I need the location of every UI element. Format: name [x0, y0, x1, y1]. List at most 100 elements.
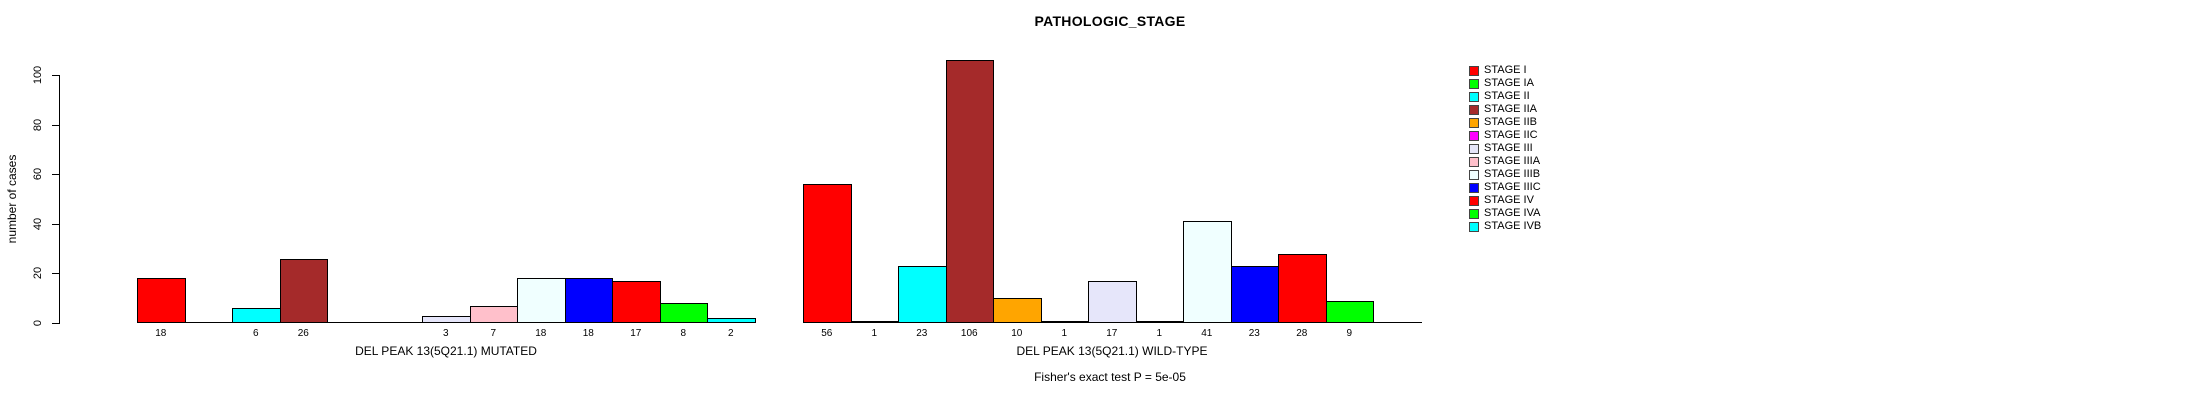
bar-value-label: 26	[297, 328, 309, 339]
bar-wild-type-stage-iib	[993, 298, 1042, 323]
bar-wild-type-stage-i	[803, 184, 852, 323]
bar-value-label: 41	[1201, 328, 1213, 339]
bar-wild-type-stage-iic	[1040, 320, 1089, 323]
y-axis-tick-label: 0	[32, 319, 44, 327]
legend-item-stage-ivb: STAGE IVB	[1469, 220, 1541, 233]
legend-color-swatch	[1469, 104, 1479, 115]
bar-mutated-stage-iic-zero	[374, 322, 423, 323]
bar-mutated-stage-ivb	[707, 318, 756, 323]
bar-value-label: 1	[1156, 328, 1163, 339]
bar-value-label: 18	[582, 328, 594, 339]
legend-label: STAGE IIC	[1484, 129, 1538, 141]
bar-wild-type-stage-iva	[1325, 300, 1374, 323]
bar-value-label: 1	[1061, 328, 1068, 339]
bar-mutated-stage-ii	[232, 308, 281, 323]
bar-wild-type-stage-iiib	[1183, 221, 1232, 323]
bar-mutated-stage-iva	[659, 303, 708, 323]
y-axis-tick	[52, 124, 59, 126]
legend-item-stage-iic: STAGE IIC	[1469, 129, 1541, 142]
legend-item-stage-iiib: STAGE IIIB	[1469, 168, 1541, 181]
bar-value-label: 56	[821, 328, 833, 339]
bar-mutated-stage-iii	[422, 315, 471, 323]
legend-label: STAGE IIIB	[1484, 168, 1541, 180]
y-axis-tick	[52, 174, 59, 176]
legend-item-stage-iv: STAGE IV	[1469, 194, 1541, 207]
y-axis-tick-label: 80	[32, 118, 44, 131]
legend-color-swatch	[1469, 130, 1479, 141]
legend-color-swatch	[1469, 156, 1479, 167]
legend-color-swatch	[1469, 182, 1479, 193]
legend-label: STAGE IIA	[1484, 103, 1537, 115]
legend-item-stage-ia: STAGE IA	[1469, 77, 1541, 90]
y-axis-tick-label: 100	[32, 65, 44, 85]
legend-color-swatch	[1469, 78, 1479, 89]
bar-value-label: 23	[916, 328, 928, 339]
legend-color-swatch	[1469, 195, 1479, 206]
bar-wild-type-stage-iiic	[1230, 265, 1279, 323]
legend-label: STAGE IA	[1484, 77, 1534, 89]
bar-value-label: 28	[1296, 328, 1308, 339]
bar-value-label: 17	[1106, 328, 1118, 339]
legend-label: STAGE IVA	[1484, 207, 1541, 219]
y-axis-tick-label: 60	[32, 168, 44, 181]
legend-label: STAGE IIIA	[1484, 155, 1541, 167]
bar-value-label: 8	[680, 328, 687, 339]
legend-label: STAGE III	[1484, 142, 1533, 154]
legend-color-swatch	[1469, 65, 1479, 76]
bar-value-label: 3	[442, 328, 449, 339]
y-axis-tick-label: 40	[32, 217, 44, 230]
legend-color-swatch	[1469, 143, 1479, 154]
bar-value-label: 18	[155, 328, 167, 339]
bar-wild-type-stage-ia	[850, 320, 899, 323]
legend-label: STAGE IIIC	[1484, 181, 1541, 193]
y-axis-label: number of cases	[5, 154, 19, 244]
legend-color-swatch	[1469, 91, 1479, 102]
bar-mutated-stage-iv	[612, 280, 661, 323]
bar-mutated-stage-iiia	[469, 305, 518, 323]
legend-item-stage-ii: STAGE II	[1469, 90, 1541, 103]
y-axis-tick-label: 20	[32, 267, 44, 280]
bar-mutated-stage-iia	[279, 258, 328, 323]
y-axis-tick	[52, 273, 59, 275]
bar-value-label: 2	[727, 328, 734, 339]
bar-mutated-stage-iiib	[517, 278, 566, 323]
bar-value-label: 18	[535, 328, 547, 339]
legend-item-stage-iia: STAGE IIA	[1469, 103, 1541, 116]
x-axis-label-mutated: DEL PEAK 13(5Q21.1) MUTATED	[355, 344, 537, 358]
legend-item-stage-iii: STAGE III	[1469, 142, 1541, 155]
x-axis-label-wild-type: DEL PEAK 13(5Q21.1) WILD-TYPE	[1016, 344, 1208, 358]
bar-mutated-stage-ia-zero	[184, 322, 233, 323]
legend-item-stage-i: STAGE I	[1469, 64, 1541, 77]
bar-mutated-stage-iib-zero	[327, 322, 376, 323]
legend-item-stage-iiia: STAGE IIIA	[1469, 155, 1541, 168]
fisher-test-annotation: Fisher's exact test P = 5e-05	[1034, 370, 1186, 384]
y-axis-tick	[52, 75, 59, 76]
bar-value-label: 23	[1248, 328, 1260, 339]
legend-color-swatch	[1469, 208, 1479, 219]
y-axis-line	[59, 75, 60, 324]
legend-item-stage-iiic: STAGE IIIC	[1469, 181, 1541, 194]
legend-item-stage-iib: STAGE IIB	[1469, 116, 1541, 129]
bar-value-label: 1	[871, 328, 878, 339]
legend-label: STAGE IIB	[1484, 116, 1537, 128]
bar-wild-type-stage-ii	[898, 265, 947, 323]
bar-wild-type-stage-iv	[1278, 253, 1327, 323]
legend-color-swatch	[1469, 221, 1479, 232]
legend-label: STAGE IVB	[1484, 220, 1542, 232]
bar-value-label: 7	[490, 328, 497, 339]
bar-mutated-stage-iiic	[564, 278, 613, 323]
bar-wild-type-stage-iiia	[1135, 320, 1184, 323]
legend-color-swatch	[1469, 117, 1479, 128]
legend-label: STAGE IV	[1484, 194, 1534, 206]
bar-wild-type-stage-ivb-zero	[1373, 322, 1422, 323]
bar-value-label: 9	[1346, 328, 1353, 339]
bar-wild-type-stage-iia	[945, 60, 994, 323]
bar-wild-type-stage-iii	[1088, 280, 1137, 323]
legend-color-swatch	[1469, 169, 1479, 180]
legend: STAGE I STAGE IA STAGE II STAGE IIA STAGE II…	[1469, 64, 1541, 233]
chart-title: PATHOLOGIC_STAGE	[1034, 13, 1186, 29]
legend-label: STAGE II	[1484, 90, 1530, 102]
legend-label: STAGE I	[1484, 64, 1527, 76]
bar-value-label: 10	[1011, 328, 1023, 339]
